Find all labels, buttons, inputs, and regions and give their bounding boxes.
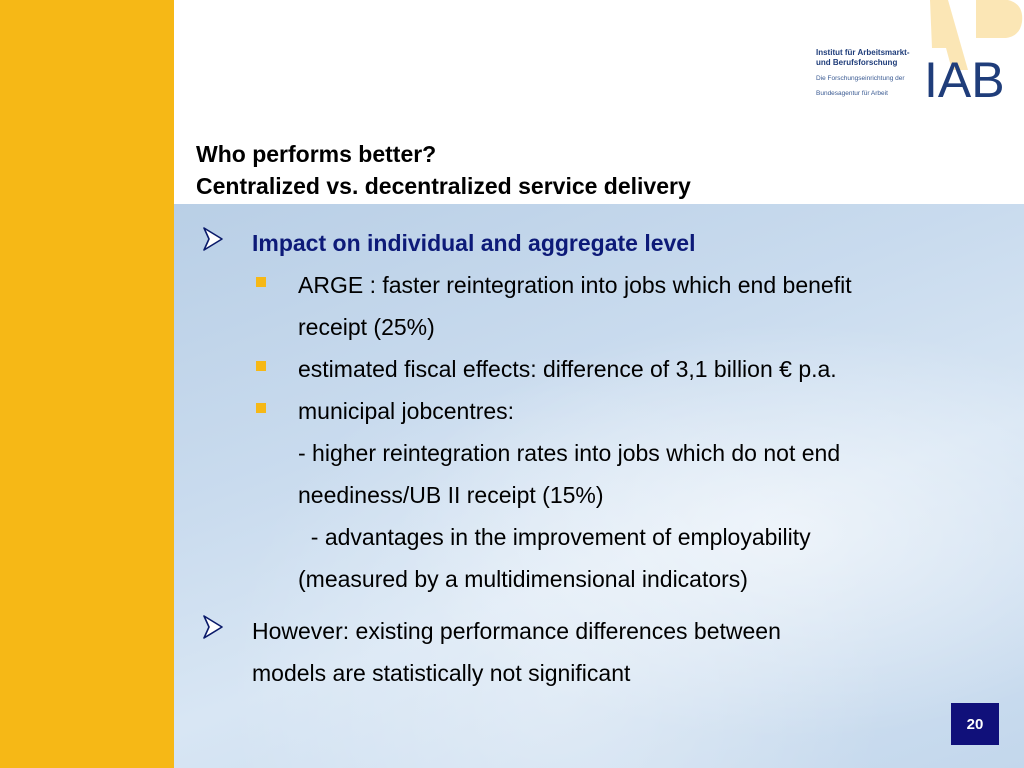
sub-bullet-line: receipt (25%) <box>298 314 435 340</box>
sub-bullet-line: - higher reintegration rates into jobs w… <box>298 440 841 466</box>
sub-bullet-line: ARGE : faster reintegration into jobs wh… <box>298 272 852 298</box>
sub-bullet-line: neediness/UB II receipt (15%) <box>298 482 604 508</box>
content-background <box>174 204 1024 768</box>
logo-institute-text: Institut für Arbeitsmarkt- und Berufsfor… <box>816 48 926 98</box>
sub-bullet-line: - advantages in the improvement of emplo… <box>298 524 811 550</box>
bullet-line: However: existing performance difference… <box>252 618 781 644</box>
logo-sub-line1: Die Forschungseinrichtung der <box>816 75 905 82</box>
logo-sub-line2: Bundesagentur für Arbeit <box>816 90 888 97</box>
arrow-bullet-icon <box>203 227 223 251</box>
bullet-however: However: existing performance difference… <box>200 610 990 694</box>
arrow-bullet-icon <box>203 615 223 639</box>
logo-institute-line2: und Berufsforschung <box>816 58 898 67</box>
bullet-list: Impact on individual and aggregate level… <box>200 222 990 694</box>
bullet-line: models are statistically not significant <box>252 660 631 686</box>
sub-bullet-line: estimated fiscal effects: difference of … <box>298 356 837 382</box>
square-bullet-icon <box>256 403 266 413</box>
sub-bullet-fiscal: estimated fiscal effects: difference of … <box>200 348 990 390</box>
left-accent-bar <box>0 0 174 768</box>
page-number: 20 <box>951 703 999 745</box>
square-bullet-icon <box>256 277 266 287</box>
sub-bullet-arge: ARGE : faster reintegration into jobs wh… <box>200 264 990 348</box>
title-line1: Who performs better? <box>196 141 437 167</box>
title-line2: Centralized vs. decentralized service de… <box>196 173 691 199</box>
sub-bullet-line: municipal jobcentres: <box>298 398 515 424</box>
sub-bullet-line: (measured by a multidimensional indicato… <box>298 566 748 592</box>
sub-bullet-municipal: municipal jobcentres: - higher reintegra… <box>200 390 990 600</box>
bullet-impact: Impact on individual and aggregate level <box>200 222 990 264</box>
bullet-heading: Impact on individual and aggregate level <box>252 230 696 256</box>
iab-logo-mark: IAB <box>924 0 1023 100</box>
logo-institute-line1: Institut für Arbeitsmarkt- <box>816 48 910 57</box>
slide-title: Who performs better? Centralized vs. dec… <box>196 138 896 202</box>
square-bullet-icon <box>256 361 266 371</box>
iab-logo: Institut für Arbeitsmarkt- und Berufsfor… <box>808 0 1024 100</box>
logo-brand-text: IAB <box>924 52 1005 100</box>
